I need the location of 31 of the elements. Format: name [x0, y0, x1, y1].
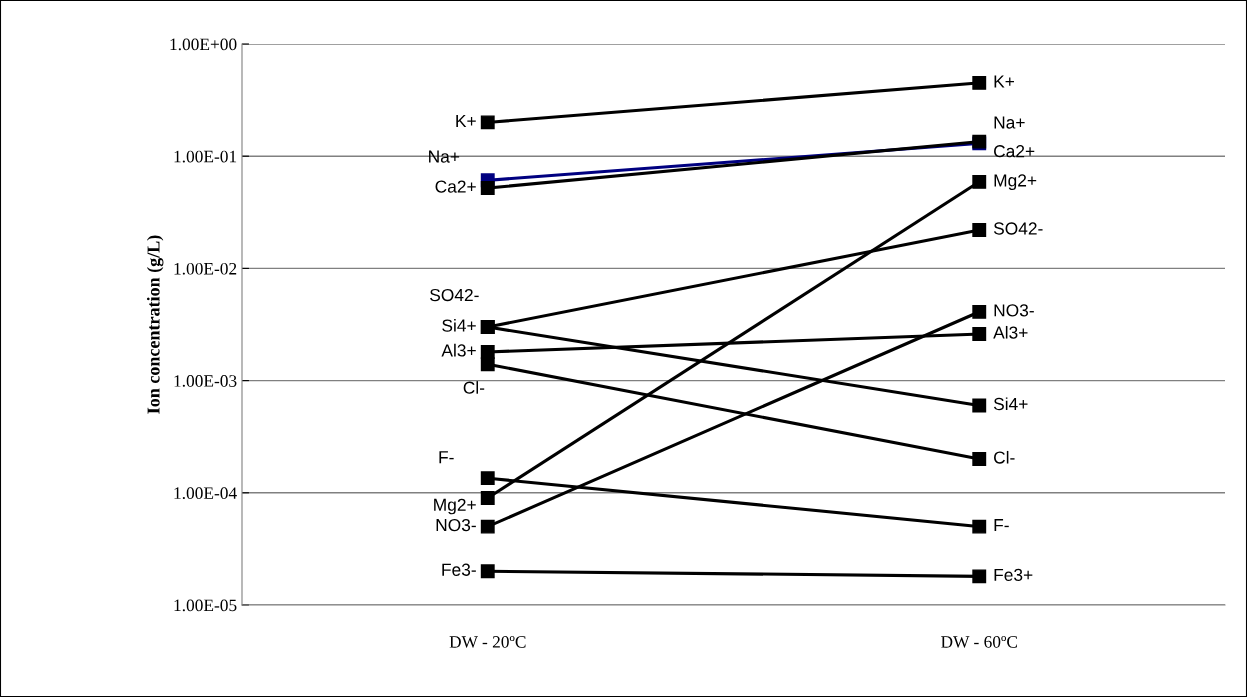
annotation: Ca2+: [435, 180, 476, 193]
annotation: SO42-: [430, 288, 479, 302]
annotation: F-: [994, 519, 1009, 532]
y-tick-label: 1.00E+00: [170, 38, 237, 51]
y-axis-title: Ion concentration (g/L): [146, 235, 164, 414]
annotation: Mg2+: [994, 174, 1037, 190]
y-tick-label: 1.00E-02: [174, 262, 237, 275]
annotation: K+: [994, 75, 1014, 88]
annotation: Al3+: [441, 343, 476, 357]
y-tick-label: 1.00E-03: [174, 375, 237, 387]
annotation: Cl-: [994, 450, 1015, 464]
annotation: Ca2+: [994, 145, 1035, 158]
annotation: Na+: [429, 150, 460, 163]
annotation: NO3-: [994, 304, 1034, 317]
annotation: Fe3-: [442, 563, 476, 576]
annotation: Si4+: [993, 397, 1028, 411]
annotation: Mg2+: [434, 498, 476, 515]
annotation: Fe3+: [994, 568, 1033, 582]
annotation: Cl-: [463, 381, 485, 394]
y-tick-label: 1.00E-04: [174, 487, 237, 500]
annotation: F-: [439, 451, 454, 464]
annotation: K+: [456, 114, 476, 127]
y-tick-label: 1.00E-01: [174, 150, 237, 163]
annotation: Na+: [994, 116, 1025, 129]
x-tick-label: DW - 20ºC: [449, 636, 526, 648]
annotation: SO42-: [993, 222, 1043, 235]
annotation: Si4+: [442, 318, 476, 332]
annotation: Al3+: [993, 325, 1028, 339]
annotation: NO3-: [436, 518, 476, 532]
x-tick-label: DW - 60ºC: [941, 636, 1017, 648]
y-tick-label: 1.00E-05: [174, 599, 237, 612]
